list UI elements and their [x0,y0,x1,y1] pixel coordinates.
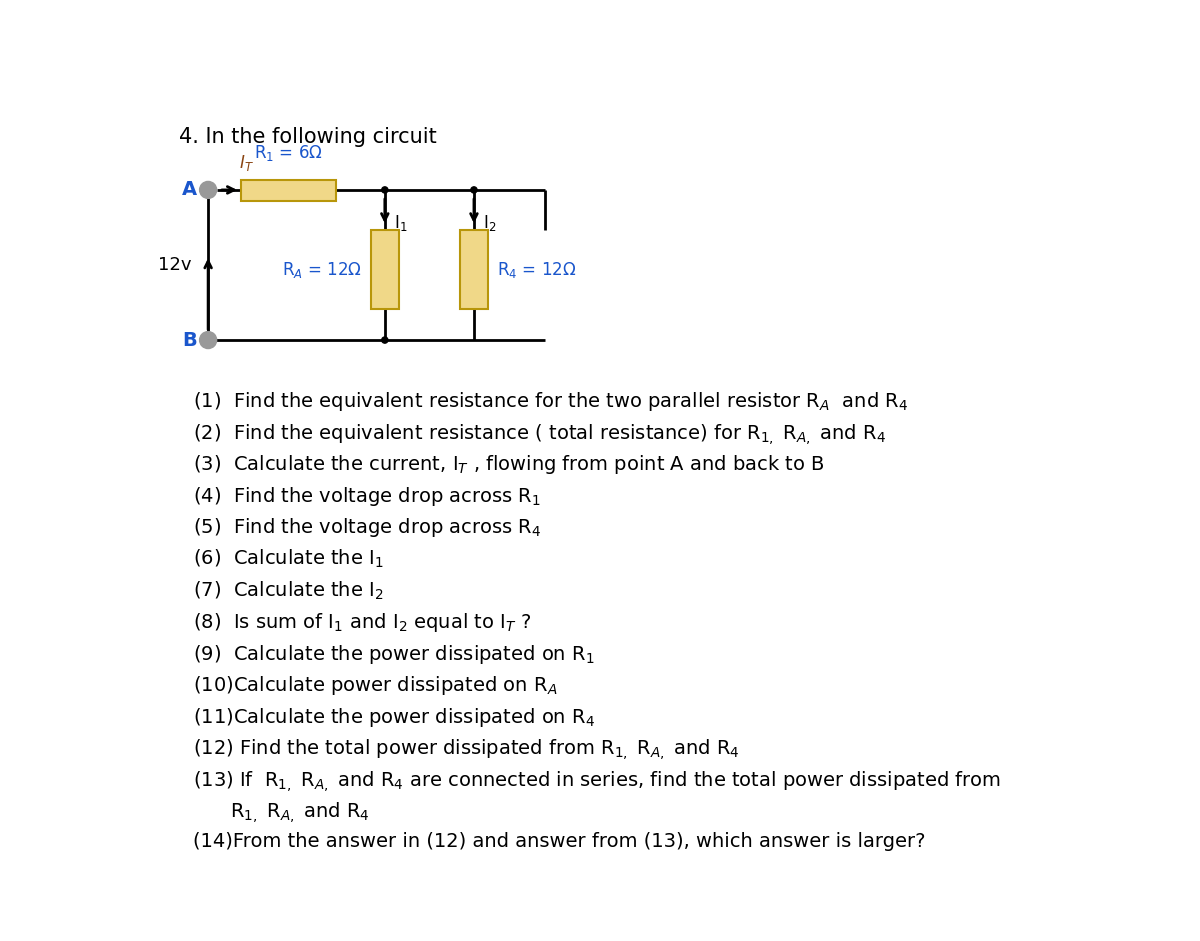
Text: A: A [182,181,197,199]
Circle shape [382,187,388,193]
Text: B: B [182,330,197,349]
Text: (5)  Find the voltage drop across R$_{4}$: (5) Find the voltage drop across R$_{4}$ [193,517,541,539]
Text: (2)  Find the equivalent resistance ( total resistance) for R$_{1,}$ R$_{A,}$ an: (2) Find the equivalent resistance ( tot… [193,422,886,447]
Text: (13) If  R$_{1,}$ R$_{A,}$ and R$_{4}$ are connected in series, find the total p: (13) If R$_{1,}$ R$_{A,}$ and R$_{4}$ ar… [193,769,1001,794]
Circle shape [199,331,217,348]
Bar [241,180,336,201]
Text: (11)Calculate the power dissipated on R$_{4}$: (11)Calculate the power dissipated on R$… [193,706,595,729]
Circle shape [199,182,217,199]
Bar [371,230,398,310]
Text: I$_T$: I$_T$ [240,153,254,173]
Bar [460,230,488,310]
Text: (1)  Find the equivalent resistance for the two parallel resistor R$_{A}$  and R: (1) Find the equivalent resistance for t… [193,391,908,413]
Text: (3)  Calculate the current, I$_{T}$ , flowing from point A and back to B: (3) Calculate the current, I$_{T}$ , flo… [193,454,824,476]
Text: R$_{1,}$ R$_{A,}$ and R$_{4}$: R$_{1,}$ R$_{A,}$ and R$_{4}$ [193,801,370,825]
Text: (8)  Is sum of I$_{1}$ and I$_{2}$ equal to I$_{T}$ ?: (8) Is sum of I$_{1}$ and I$_{2}$ equal … [193,611,532,634]
Text: (12) Find the total power dissipated from R$_{1,}$ R$_{A,}$ and R$_{4}$: (12) Find the total power dissipated fro… [193,738,739,762]
Text: (6)  Calculate the I$_{1}$: (6) Calculate the I$_{1}$ [193,548,384,570]
Text: 12v: 12v [157,256,191,274]
Text: I$_2$: I$_2$ [484,213,497,233]
Text: R$_4$ = 12Ω: R$_4$ = 12Ω [497,260,577,279]
Text: R$_A$ = 12Ω: R$_A$ = 12Ω [282,260,361,279]
Circle shape [470,187,478,193]
Text: (10)Calculate power dissipated on R$_{A}$: (10)Calculate power dissipated on R$_{A}… [193,675,557,697]
Text: I$_1$: I$_1$ [394,213,408,233]
Text: (14)From the answer in (12) and answer from (13), which answer is larger?: (14)From the answer in (12) and answer f… [193,832,925,851]
Circle shape [382,337,388,343]
Text: (9)  Calculate the power dissipated on R$_{1}$: (9) Calculate the power dissipated on R$… [193,643,594,665]
Text: (7)  Calculate the I$_{2}$: (7) Calculate the I$_{2}$ [193,580,383,602]
Text: 4. In the following circuit: 4. In the following circuit [180,127,437,147]
Text: R$_1$ = 6Ω: R$_1$ = 6Ω [254,143,323,163]
Text: (4)  Find the voltage drop across R$_{1}$: (4) Find the voltage drop across R$_{1}$ [193,485,541,508]
